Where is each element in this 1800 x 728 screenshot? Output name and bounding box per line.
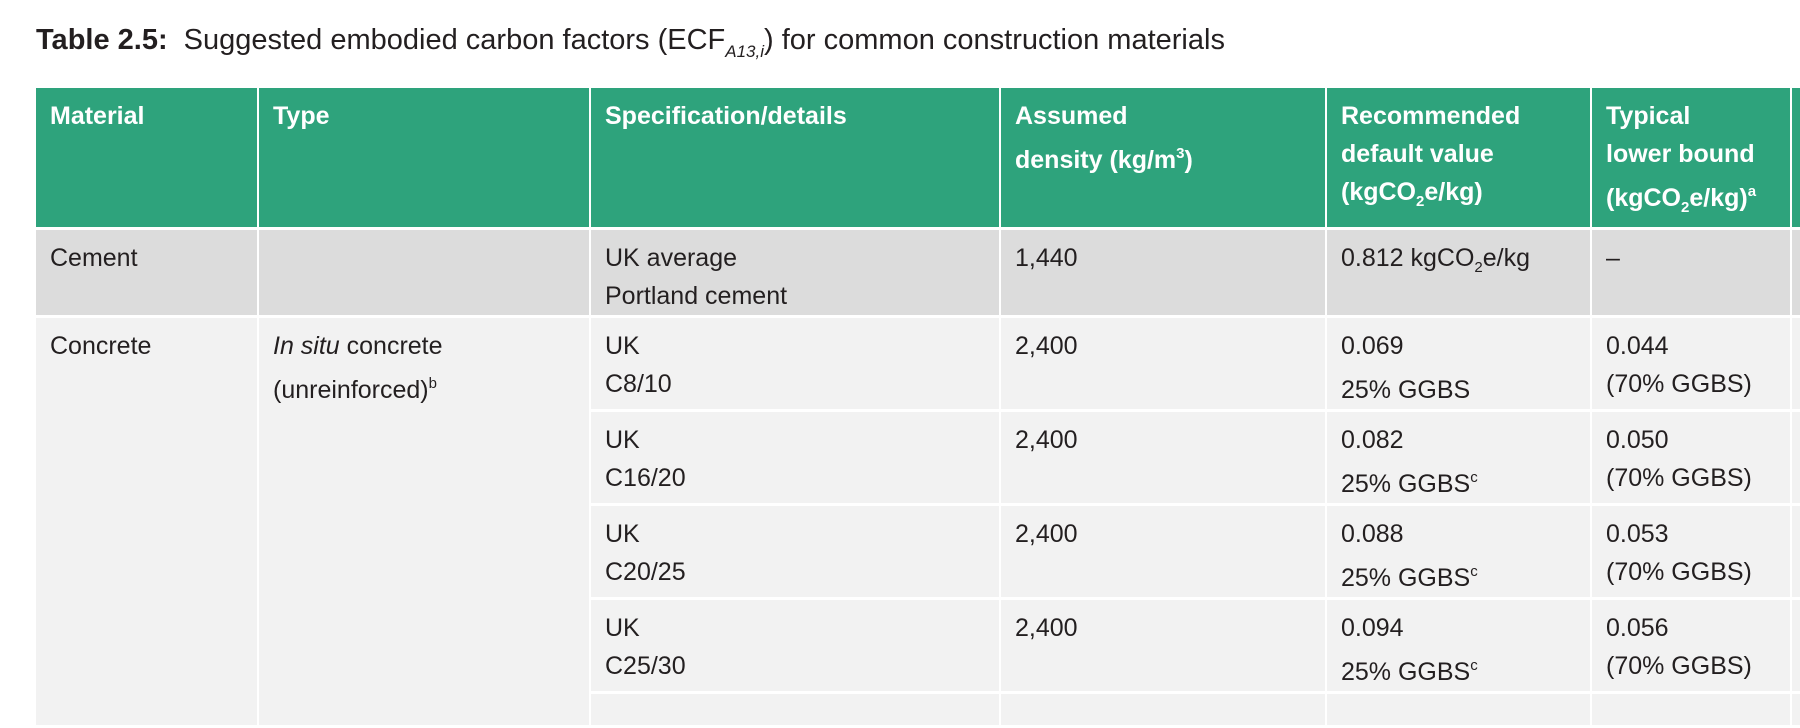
table-row-concrete-c16-20: UK C16/20 2,400 0.082 25% GGBSc 0.050 (7… <box>36 410 1800 506</box>
cell-cropped-column <box>1791 692 1800 728</box>
cell-type <box>258 228 591 318</box>
table-row-concrete-c20-25: UK C20/25 2,400 0.088 25% GGBSc 0.053 (7… <box>36 504 1800 600</box>
cell-material: Concrete <box>36 316 259 728</box>
cell-lower-bound: – <box>1591 228 1792 318</box>
cell-cropped-column <box>1791 598 1800 694</box>
header-cell-lower-bound: Typical lower bound (kgCO2e/kg)a <box>1591 88 1792 230</box>
cell-specification: UK C20/25 <box>590 504 1001 600</box>
table-row-concrete-c8-10: Concrete In situ concrete (unreinforced)… <box>36 316 1800 728</box>
table-number: Table 2.5: <box>36 24 168 56</box>
table-title: Table 2.5: Suggested embodied carbon fact… <box>36 22 1225 70</box>
table-row-cement: Cement UK average Portland cement 1,440 … <box>36 228 1800 318</box>
cell-lower-bound: 0.053 (70% GGBS) <box>1591 504 1792 600</box>
cell-specification: UK C25/30 <box>590 598 1001 694</box>
header-cell-density: Assumed density (kg/m3) <box>1000 88 1327 230</box>
cell-cropped-column <box>1791 316 1800 412</box>
header-cell-material: Material <box>36 88 259 230</box>
cell-default-value: 0.082 25% GGBSc <box>1326 410 1592 506</box>
cell-cropped-column <box>1791 504 1800 600</box>
table-title-text: Suggested embodied carbon factors (ECFA1… <box>183 24 1225 61</box>
cell-cropped-column <box>1791 410 1800 506</box>
header-cell-specification: Specification/details <box>590 88 1001 230</box>
cell-specification: UK average Portland cement <box>590 228 1001 318</box>
cell-density: 1,440 <box>1000 228 1327 318</box>
cell-lower-bound: 0.044 (70% GGBS) <box>1591 316 1792 412</box>
cell-specification <box>590 692 1001 728</box>
cell-density: 2,400 <box>1000 316 1327 412</box>
cell-specification: UK C16/20 <box>590 410 1001 506</box>
cell-material: Cement <box>36 228 259 318</box>
cell-density: 2,400 <box>1000 504 1327 600</box>
cell-density: 2,400 <box>1000 598 1327 694</box>
cell-specification: UK C8/10 <box>590 316 1001 412</box>
header-row: Material Type Specification/details Assu… <box>36 88 1800 230</box>
title-subscript: A13,i <box>725 42 765 61</box>
header-cell-default-value: Recommended default value (kgCO2e/kg) <box>1326 88 1592 230</box>
carbon-factors-table: Material Type Specification/details Assu… <box>36 88 1800 728</box>
cell-lower-bound: 0.056 (70% GGBS) <box>1591 598 1792 694</box>
cell-lower-bound <box>1591 692 1792 728</box>
cell-default-value: 0.069 25% GGBS <box>1326 316 1592 412</box>
cell-lower-bound: 0.050 (70% GGBS) <box>1591 410 1792 506</box>
header-cell-type: Type <box>258 88 591 230</box>
cell-type: In situ concrete (unreinforced)b <box>258 316 591 728</box>
cell-default-value <box>1326 692 1592 728</box>
cell-density: 2,400 <box>1000 410 1327 506</box>
cell-default-value: 0.094 25% GGBSc <box>1326 598 1592 694</box>
cell-cropped-column <box>1791 228 1800 318</box>
cell-default-value: 0.088 25% GGBSc <box>1326 504 1592 600</box>
cell-default-value: 0.812 kgCO2e/kg <box>1326 228 1592 318</box>
header-cell-cropped-column <box>1791 88 1800 230</box>
cell-density <box>1000 692 1327 728</box>
